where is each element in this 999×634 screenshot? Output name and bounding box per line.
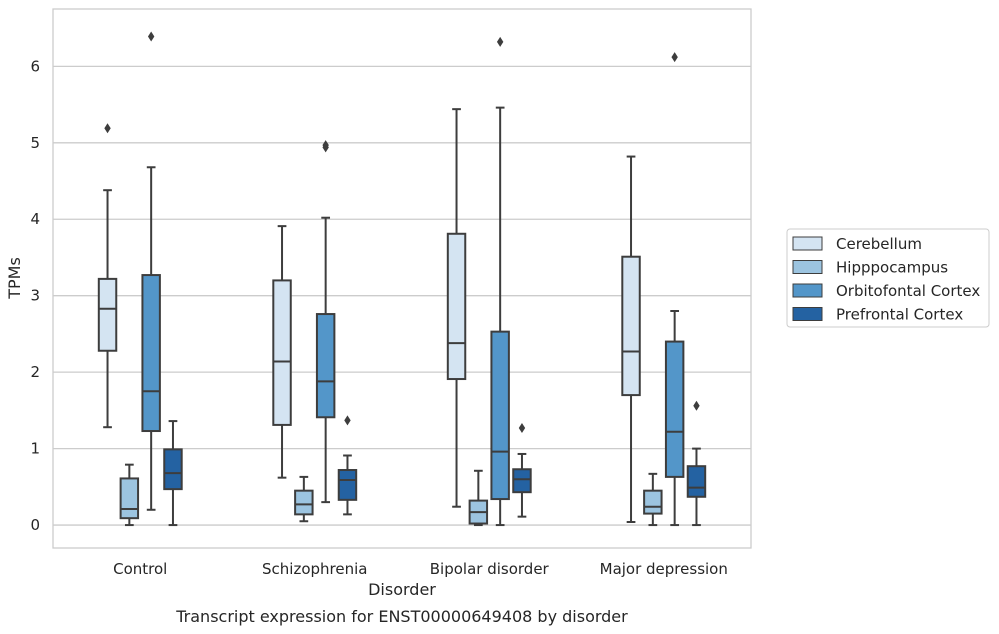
outlier-point — [496, 36, 504, 47]
box-plot — [643, 472, 663, 527]
box-plot — [119, 463, 140, 527]
iqr-box — [446, 232, 467, 381]
box-plots — [97, 31, 707, 527]
iqr-box — [337, 469, 358, 501]
iqr-box — [97, 277, 118, 352]
iqr-box — [315, 313, 336, 419]
iqr-box — [141, 274, 161, 433]
x-tick-label: Schizophrenia — [262, 560, 367, 578]
iqr-box — [119, 477, 140, 520]
y-tick-labels: 0 1 2 3 4 5 6 — [30, 57, 40, 534]
plot-frame — [52, 8, 752, 549]
outlier-point — [344, 415, 351, 426]
legend-swatch — [792, 260, 823, 274]
y-tick-label: 4 — [30, 210, 40, 228]
iqr-box — [294, 489, 314, 516]
box-plot — [664, 52, 685, 527]
outlier-point — [147, 31, 155, 42]
x-tick-label: Control — [113, 560, 167, 578]
box-plot — [490, 36, 510, 527]
x-tick-label: Bipolar disorder — [430, 560, 550, 578]
outlier-point — [693, 400, 700, 411]
legend-frame — [786, 228, 990, 328]
iqr-box — [272, 279, 292, 426]
y-tick-label: 1 — [30, 440, 40, 458]
box-plot — [337, 415, 358, 516]
chart-caption: Transcript expression for ENST0000064940… — [175, 607, 628, 626]
legend-label: Cerebellum — [836, 235, 922, 253]
box-plot — [621, 155, 641, 524]
iqr-box — [686, 465, 707, 498]
legend-label: Prefrontal Cortex — [836, 306, 963, 324]
iqr-box — [643, 489, 663, 515]
y-tick-label: 0 — [30, 516, 40, 534]
outlier-point — [518, 422, 526, 433]
legend-swatch — [792, 307, 823, 321]
x-tick-labels: Control Schizophrenia Bipolar disorder Majo… — [113, 560, 728, 578]
box-plot — [446, 108, 467, 508]
y-tick-label: 2 — [30, 363, 40, 381]
legend-item: Hipppocampus — [792, 259, 948, 277]
iqr-box — [490, 330, 510, 501]
legend-item: Orbitofontal Cortex — [792, 282, 980, 300]
box-plot — [686, 400, 707, 527]
y-tick-label: 3 — [30, 287, 40, 305]
box-plot — [512, 422, 532, 518]
x-axis-label: Disorder — [368, 580, 436, 599]
outlier-point — [671, 52, 678, 63]
box-plot — [272, 225, 292, 479]
box-plot — [163, 420, 183, 527]
legend-label: Orbitofontal Cortex — [836, 282, 980, 300]
legend-swatch — [792, 236, 823, 251]
box-plot — [141, 31, 161, 511]
legend-item: Cerebellum — [792, 235, 922, 253]
y-tick-label: 5 — [30, 134, 40, 152]
box-plot — [468, 469, 489, 527]
iqr-box — [621, 255, 641, 397]
box-plot — [294, 475, 314, 523]
iqr-box — [163, 448, 183, 491]
x-tick-label: Major depression — [600, 560, 728, 578]
iqr-box — [512, 468, 532, 494]
y-axis-label: TPMs — [5, 257, 24, 300]
outlier-point — [322, 140, 329, 151]
legend-label: Hipppocampus — [836, 259, 948, 277]
legend: Cerebellum Hipppocampus Orbitofontal Corte… — [786, 228, 990, 328]
legend-item: Prefrontal Cortex — [792, 306, 963, 324]
legend-swatch — [792, 283, 823, 298]
iqr-box — [664, 340, 685, 478]
box-plot — [315, 140, 336, 504]
outlier-point — [104, 123, 111, 134]
box-plot — [97, 123, 118, 429]
y-tick-label: 6 — [30, 57, 40, 75]
